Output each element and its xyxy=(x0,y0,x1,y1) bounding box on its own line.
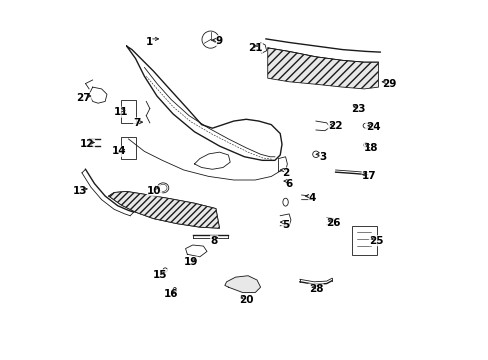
Text: 17: 17 xyxy=(362,171,376,181)
Text: 3: 3 xyxy=(319,152,326,162)
Ellipse shape xyxy=(363,143,367,147)
Text: 21: 21 xyxy=(247,43,262,53)
Polygon shape xyxy=(121,100,135,123)
Ellipse shape xyxy=(312,151,319,157)
Text: 2: 2 xyxy=(282,168,288,178)
Text: 11: 11 xyxy=(114,107,128,117)
Polygon shape xyxy=(351,226,376,255)
Polygon shape xyxy=(224,276,260,293)
Text: 4: 4 xyxy=(308,193,315,203)
Text: 1: 1 xyxy=(146,37,153,48)
Text: 24: 24 xyxy=(365,122,380,132)
Text: 26: 26 xyxy=(326,218,340,228)
Ellipse shape xyxy=(363,123,368,128)
Text: 28: 28 xyxy=(308,284,323,294)
Text: 25: 25 xyxy=(368,236,383,246)
Text: 16: 16 xyxy=(163,289,178,299)
Text: 22: 22 xyxy=(327,121,342,131)
Text: 7: 7 xyxy=(133,118,141,128)
Text: 18: 18 xyxy=(364,143,378,153)
Polygon shape xyxy=(108,192,219,228)
Polygon shape xyxy=(267,48,378,89)
Polygon shape xyxy=(108,192,219,228)
Text: 5: 5 xyxy=(282,220,288,230)
Text: 6: 6 xyxy=(285,179,292,189)
Text: 23: 23 xyxy=(351,104,366,113)
Ellipse shape xyxy=(202,31,219,48)
Ellipse shape xyxy=(163,268,167,272)
Text: 8: 8 xyxy=(210,236,217,246)
Text: 14: 14 xyxy=(112,147,126,157)
Text: 27: 27 xyxy=(76,93,91,103)
Text: 12: 12 xyxy=(80,139,94,149)
Ellipse shape xyxy=(173,288,176,293)
Ellipse shape xyxy=(157,183,168,193)
Ellipse shape xyxy=(283,198,287,206)
Text: 13: 13 xyxy=(73,186,87,196)
Text: 10: 10 xyxy=(147,186,162,196)
Text: 20: 20 xyxy=(239,295,253,305)
Text: 19: 19 xyxy=(183,257,198,267)
Text: 29: 29 xyxy=(381,78,396,89)
Polygon shape xyxy=(121,137,135,158)
Text: 9: 9 xyxy=(216,36,223,46)
Text: 15: 15 xyxy=(153,270,167,280)
